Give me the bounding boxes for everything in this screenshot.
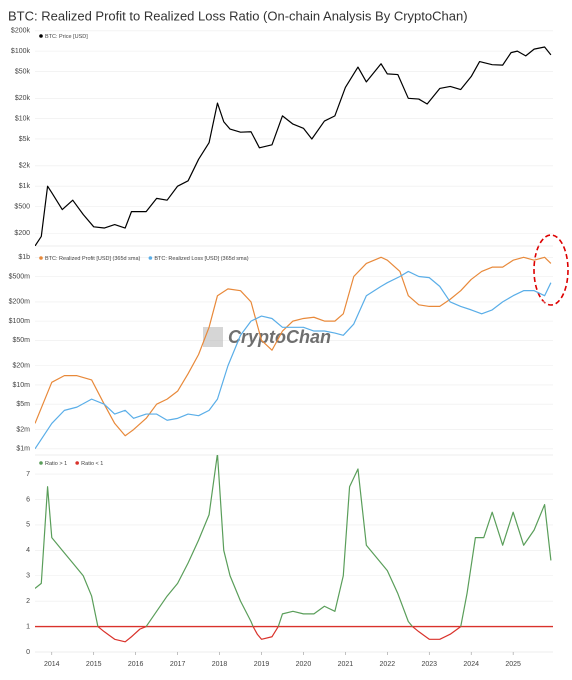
x-tick-label: 2023 xyxy=(421,661,437,668)
y-tick-label: $2k xyxy=(19,163,31,170)
y-tick-label: $1k xyxy=(19,183,31,190)
y-tick-label: $50m xyxy=(12,337,30,344)
legend-label: Ratio > 1 xyxy=(45,461,67,467)
y-tick-label: 0 xyxy=(26,649,30,656)
x-tick-label: 2016 xyxy=(128,661,144,668)
legend-label: BTC: Realized Loss [USD] (365d sma) xyxy=(154,256,248,262)
y-tick-label: 1 xyxy=(26,623,30,630)
series-line xyxy=(35,46,552,246)
y-tick-label: $50k xyxy=(15,68,31,75)
y-tick-label: $2m xyxy=(16,426,30,433)
x-tick-label: 2017 xyxy=(170,661,186,668)
watermark-logo xyxy=(203,327,223,347)
y-tick-label: $100k xyxy=(11,48,31,55)
series-line xyxy=(35,455,552,627)
series-line xyxy=(35,270,552,450)
y-tick-label: 6 xyxy=(26,496,30,503)
highlight-ellipse xyxy=(533,234,569,306)
y-tick-label: $200 xyxy=(14,230,30,237)
y-tick-label: $5k xyxy=(19,136,31,143)
y-tick-label: $500 xyxy=(14,203,30,210)
x-tick-label: 2021 xyxy=(338,661,354,668)
legend-label: BTC: Price [USD] xyxy=(45,34,88,40)
y-tick-label: 3 xyxy=(26,573,30,580)
x-tick-label: 2024 xyxy=(463,661,479,668)
y-tick-label: 5 xyxy=(26,522,30,529)
y-tick-label: $200k xyxy=(11,28,31,35)
y-tick-label: $10m xyxy=(12,382,30,389)
y-tick-label: $5m xyxy=(16,401,30,408)
y-tick-label: $1b xyxy=(18,254,30,261)
y-tick-label: $20m xyxy=(12,363,30,370)
y-tick-label: $100m xyxy=(9,318,31,325)
legend-marker xyxy=(39,34,43,38)
legend-label: BTC: Realized Profit [USD] (365d sma) xyxy=(45,256,141,262)
x-tick-label: 2018 xyxy=(212,661,228,668)
y-tick-label: $1m xyxy=(16,446,30,453)
y-tick-label: $20k xyxy=(15,95,31,102)
y-tick-label: 4 xyxy=(26,547,30,554)
x-tick-label: 2022 xyxy=(380,661,396,668)
series-line xyxy=(35,256,552,437)
chart-title: BTC: Realized Profit to Realized Loss Ra… xyxy=(8,8,468,23)
y-tick-label: $10k xyxy=(15,115,31,122)
x-tick-label: 2015 xyxy=(86,661,102,668)
y-tick-label: 2 xyxy=(26,598,30,605)
legend-marker xyxy=(39,256,43,260)
legend-label: Ratio < 1 xyxy=(81,461,103,467)
x-tick-label: 2014 xyxy=(44,661,60,668)
legend-marker xyxy=(75,461,79,465)
y-tick-label: $500m xyxy=(9,273,31,280)
y-tick-label: $200m xyxy=(9,299,31,306)
legend-marker xyxy=(39,461,43,465)
y-tick-label: 7 xyxy=(26,471,30,478)
x-tick-label: 2025 xyxy=(505,661,521,668)
series-line xyxy=(97,626,462,643)
legend-marker xyxy=(148,256,153,260)
x-tick-label: 2019 xyxy=(254,661,270,668)
x-tick-label: 2020 xyxy=(296,661,312,668)
